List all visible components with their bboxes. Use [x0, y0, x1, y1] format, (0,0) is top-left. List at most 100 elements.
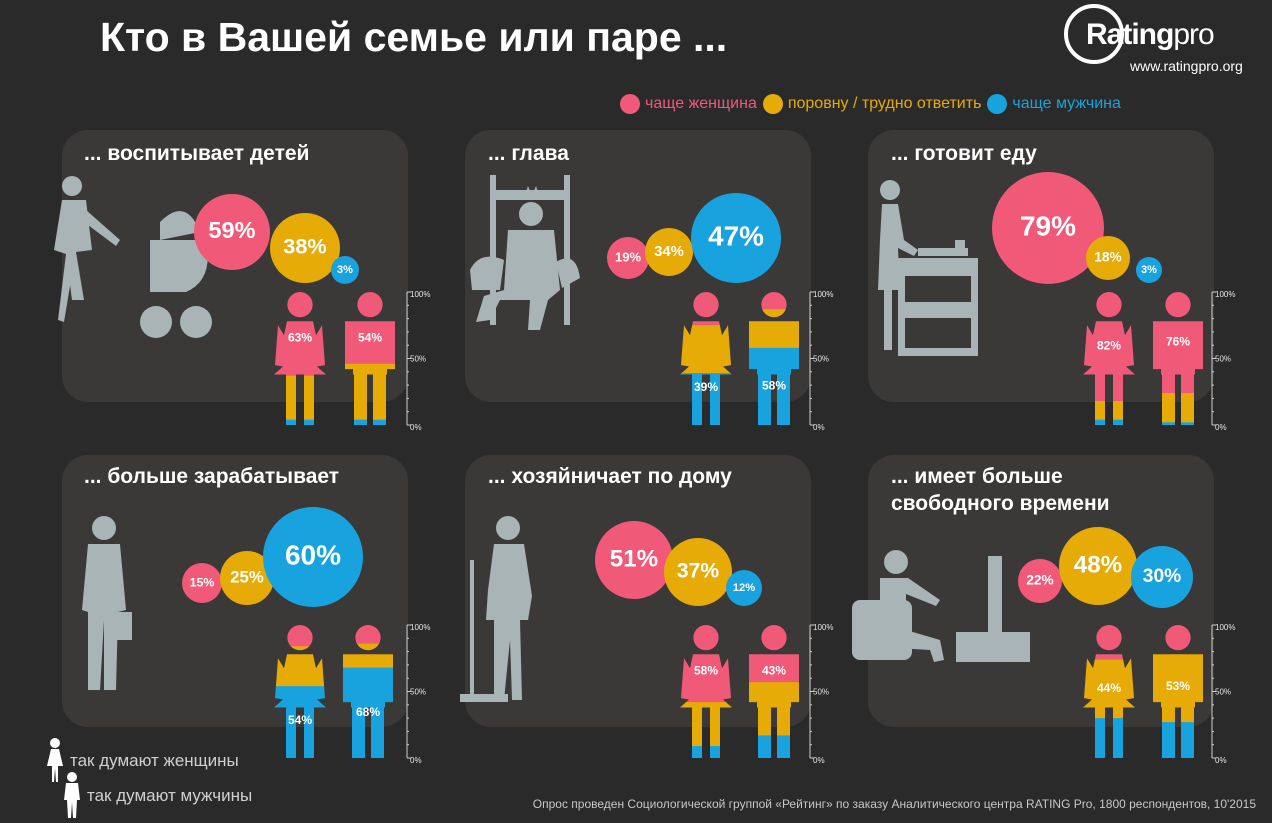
- y-axis-tick-label: 50%: [1215, 355, 1231, 364]
- women-share-fill: [749, 292, 799, 310]
- bubble-equal: [664, 538, 732, 606]
- equal-share-fill: [749, 309, 799, 349]
- men-share-fill: [345, 419, 395, 425]
- men-share-label: 76%: [1166, 335, 1190, 349]
- bubble-equal-label: 48%: [1074, 551, 1122, 578]
- y-axis-tick-label: 50%: [813, 355, 829, 364]
- men-figure: [343, 625, 393, 759]
- charts-layer: 59% 38% 3% 63% 54% 100% 50% 0% 19% 34% 47% 39% 58% 10…: [182, 172, 1235, 765]
- y-axis-tick-label: 50%: [410, 688, 426, 697]
- bubble-men: [1131, 546, 1193, 608]
- women-share-label: 82%: [1097, 339, 1121, 353]
- logo-wordmark: Ratingpro: [1086, 18, 1215, 52]
- y-axis-tick-label: 50%: [410, 355, 426, 364]
- logo: Ratingpro www.ratingpro.org: [1064, 4, 1264, 80]
- panel-title: ... больше зарабатывает: [84, 465, 340, 488]
- bubble-women: [992, 172, 1104, 284]
- legend-label-men: чаще мужчина: [1012, 95, 1121, 112]
- panel-title: ... глава: [488, 142, 569, 165]
- mother-stroller-icon: [54, 176, 212, 338]
- bubble-men-label: 3%: [337, 264, 353, 276]
- bubble-women-label: 19%: [615, 249, 641, 264]
- bubble-equal: [1059, 527, 1137, 605]
- women-figure: [274, 292, 326, 425]
- y-axis-tick-label: 0%: [1215, 756, 1227, 765]
- footer-women-note: так думают женщины: [70, 751, 239, 770]
- equal-share-fill: [345, 363, 395, 421]
- women-figure: [680, 625, 732, 759]
- bubble-equal-label: 25%: [230, 567, 264, 586]
- bubble-equal: [220, 551, 274, 605]
- men-share-fill: [1153, 722, 1203, 759]
- legend-item-women: чаще женщина: [620, 94, 757, 114]
- bubble-women-label: 79%: [1020, 210, 1076, 241]
- bubble-women-label: 51%: [610, 545, 658, 572]
- y-axis-tick-label: 100%: [1215, 290, 1235, 299]
- women-share-fill: [1153, 625, 1203, 653]
- legend: чаще женщина поровну / трудно ответить ч…: [620, 92, 1127, 116]
- women-share-fill: [345, 292, 395, 365]
- logo-ring-icon: [1064, 4, 1124, 64]
- equal-share-fill: [749, 682, 799, 736]
- men-share-label: 53%: [1166, 679, 1190, 693]
- men-share-label: 54%: [358, 331, 382, 345]
- women-share-label: 58%: [694, 664, 718, 678]
- women-share-fill: [343, 625, 393, 645]
- king-throne-icon: [470, 175, 580, 330]
- computer-user-icon: [852, 550, 1030, 662]
- y-axis-tick-label: 100%: [1215, 623, 1235, 632]
- equal-share-fill: [274, 646, 326, 687]
- equal-share-fill: [680, 702, 732, 747]
- legend-dot-women: [620, 94, 640, 114]
- bubble-women: [1018, 559, 1062, 603]
- bubble-women-label: 59%: [208, 217, 255, 243]
- equal-share-fill: [343, 643, 393, 669]
- illustrations: [54, 175, 1030, 702]
- women-share-label: 44%: [1097, 681, 1121, 695]
- panel-chart: 15% 25% 60% 54% 68% 100% 50% 0%: [182, 507, 430, 765]
- bubble-men-label: 30%: [1143, 566, 1181, 587]
- logo-suffix: pro: [1173, 18, 1214, 51]
- legend-dot-equal: [762, 94, 783, 114]
- men-share-fill: [1083, 718, 1135, 759]
- men-share-label: 58%: [762, 379, 786, 393]
- bubble-equal-label: 38%: [283, 234, 326, 259]
- women-figure: [274, 625, 326, 759]
- y-axis-tick-label: 0%: [1215, 423, 1227, 432]
- equal-share-fill: [1153, 393, 1203, 423]
- y-axis-tick-label: 0%: [813, 423, 825, 432]
- y-axis-tick-label: 0%: [410, 423, 422, 432]
- bubble-men: [691, 193, 781, 283]
- legend-label-equal: поровну / трудно ответить: [787, 95, 982, 112]
- legend-item-equal: поровну / трудно ответить: [762, 94, 982, 114]
- bubble-women: [182, 563, 222, 603]
- bubble-equal-label: 34%: [654, 244, 684, 260]
- panel-chart: 79% 18% 3% 82% 76% 100% 50% 0%: [992, 172, 1235, 432]
- equal-share-fill: [274, 375, 326, 421]
- men-figure: [345, 292, 395, 425]
- bubble-men-label: 12%: [733, 582, 755, 594]
- women-share-fill: [1083, 625, 1135, 661]
- panel-chart: 19% 34% 47% 39% 58% 100% 50% 0%: [607, 193, 833, 432]
- y-axis-tick-label: 100%: [813, 623, 833, 632]
- panel-title: ... воспитывает детей: [84, 142, 310, 165]
- page-title: Кто в Вашей семье или паре ...: [100, 14, 728, 60]
- businessman-icon: [82, 516, 132, 690]
- bubble-equal: [1086, 236, 1130, 280]
- bubble-equal-label: 37%: [677, 560, 719, 583]
- women-share-label: 63%: [288, 331, 312, 345]
- equal-share-fill: [680, 325, 732, 374]
- men-share-label: 43%: [762, 664, 786, 678]
- legend-dot-men: [987, 94, 1008, 114]
- bubble-women: [607, 237, 649, 279]
- bubble-women-label: 22%: [1026, 573, 1053, 588]
- men-share-fill: [749, 735, 799, 759]
- y-axis-tick-label: 0%: [813, 756, 825, 765]
- y-axis-tick-label: 0%: [410, 756, 422, 765]
- bubble-equal: [645, 228, 693, 276]
- bubble-men: [726, 570, 762, 606]
- y-axis-tick-label: 100%: [410, 290, 430, 299]
- logo-url: www.ratingpro.org: [1130, 58, 1243, 74]
- bubble-women-label: 15%: [190, 575, 215, 589]
- bubble-men-label: 3%: [1141, 264, 1157, 276]
